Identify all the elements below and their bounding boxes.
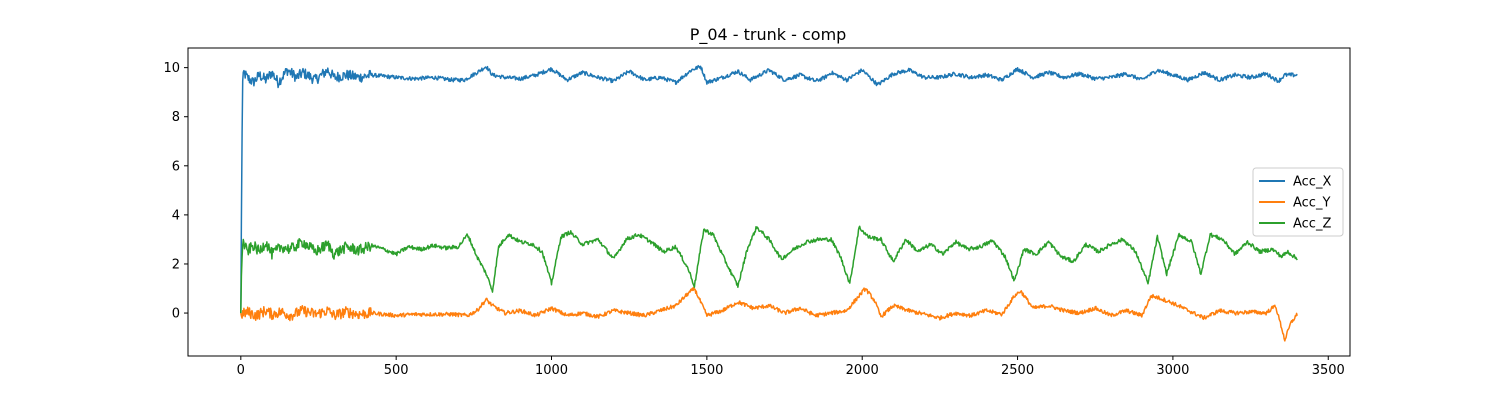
legend-box bbox=[1252, 167, 1344, 237]
chart-title: P_04 - trunk - comp bbox=[690, 25, 847, 45]
y-tick-label: 0 bbox=[172, 307, 180, 322]
x-tick-label: 500 bbox=[384, 363, 409, 378]
plot-frame bbox=[187, 47, 1351, 357]
x-tick-label: 1000 bbox=[535, 363, 568, 378]
axes: 0 500 1000 1500 2000 2500 3000 3500 0 2 4 6 8 10 bbox=[163, 47, 1351, 378]
y-tick-label: 10 bbox=[163, 61, 180, 76]
x-tick-label: 1500 bbox=[690, 363, 723, 378]
legend: Acc_X Acc_Y Acc_Z bbox=[1252, 167, 1344, 237]
legend-label: Acc_Y bbox=[1293, 196, 1330, 211]
legend-label: Acc_Z bbox=[1293, 217, 1331, 232]
legend-label: Acc_X bbox=[1293, 175, 1331, 190]
series-line-acc-y bbox=[240, 286, 1298, 342]
y-tick-label: 2 bbox=[172, 257, 180, 272]
y-tick-label: 8 bbox=[172, 110, 180, 125]
plot-area bbox=[240, 64, 1298, 342]
y-tick-label: 4 bbox=[172, 208, 180, 223]
y-tick-label: 6 bbox=[172, 159, 180, 174]
series-line-acc-z bbox=[240, 225, 1298, 314]
series-line-acc-x bbox=[240, 64, 1298, 314]
x-tick-label: 0 bbox=[237, 363, 245, 378]
x-tick-label: 3500 bbox=[1312, 363, 1345, 378]
x-tick-label: 3000 bbox=[1156, 363, 1189, 378]
x-tick-label: 2000 bbox=[846, 363, 879, 378]
x-tick-label: 2500 bbox=[1001, 363, 1034, 378]
